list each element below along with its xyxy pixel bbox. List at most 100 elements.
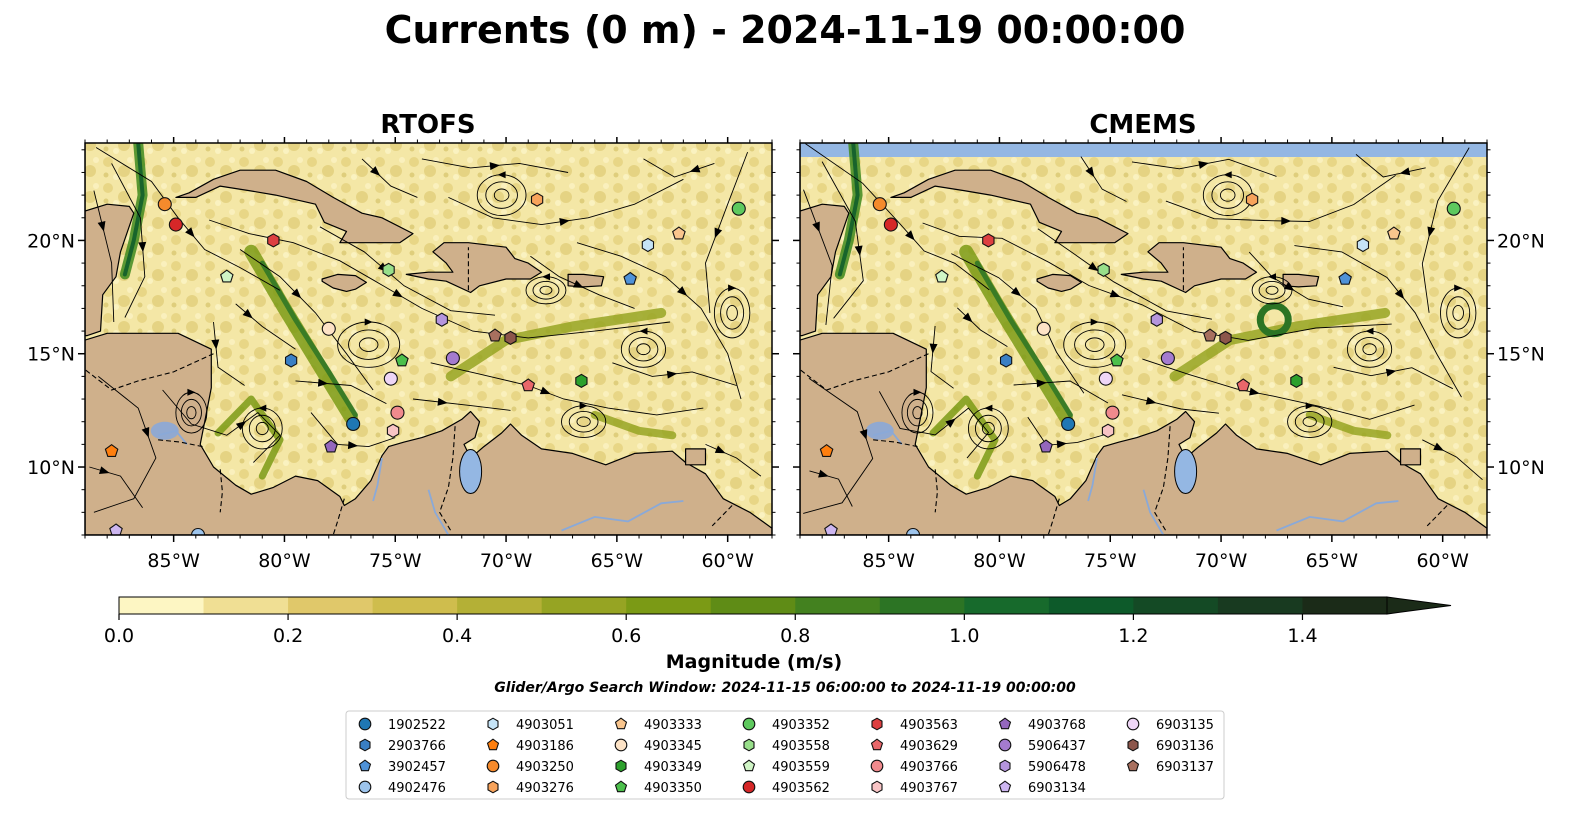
platform-marker-4902476 [190,527,206,535]
streamline [412,398,511,411]
legend-marker-4903768 [998,717,1012,730]
lake-nicaragua [150,421,179,440]
streamline-arrow [291,288,302,299]
land-trinidad [1400,448,1422,466]
x-tick-label: 65°W [1306,550,1359,572]
colorbar-cell [288,597,374,614]
legend-label: 5906478 [1028,760,1086,775]
land-central [85,332,772,535]
colorbar-tick-label: 0.2 [273,625,303,647]
river-line [1276,500,1399,532]
eddy-streamline [1258,280,1286,300]
eddy-streamline [1265,285,1279,295]
streamline [1037,228,1212,320]
platform-marker-4903250 [872,197,887,212]
land-cuba [175,169,414,244]
map-panel-cmems: CMEMS 85°W 80°W 75°W 70°W 65°W 60°W 10°N 15°N 20… [793,110,1545,572]
legend-label: 4903350 [644,781,702,796]
legend-label: 4903186 [516,739,574,754]
streamline [803,189,833,325]
legend-marker-4903350 [614,780,628,793]
river-line [157,429,188,445]
x-tick-label: 80°W [258,550,311,572]
streamline-arrow [1454,284,1463,292]
no-data-strip [800,143,1487,157]
platform-marker-5906437 [445,351,460,366]
platform-marker-6903134 [824,523,838,535]
streamline-arrow [1427,226,1436,238]
legend-marker-4903767 [871,780,883,794]
legend-label: 4903562 [772,781,830,796]
platform-marker-4903345 [321,321,336,336]
land-central [800,332,1487,535]
search-window-text: Glider/Argo Search Window: 2024-11-15 06… [494,680,1076,696]
colorbar-tick-label: 0.8 [780,625,810,647]
eddy-core [1256,302,1292,338]
platform-marker-4903766 [1105,405,1120,420]
streamline-arrow [559,217,570,226]
eddy-streamline [1446,296,1471,330]
platform-marker-4903350 [395,353,409,367]
platform-marker-6903134 [109,523,123,535]
legend-marker-4903333 [614,717,628,730]
legend-label: 4903629 [900,739,958,754]
eddy-streamline [576,416,591,427]
streamline-arrow [539,386,551,395]
streamline [430,362,704,416]
legend-marker-4903276 [487,780,499,794]
legend-label: 4903352 [772,718,830,733]
legend-marker-6903136 [1127,738,1139,752]
platform-marker-4903350 [1110,353,1124,367]
colorbar-cell [372,597,458,614]
platform-marker-4903562 [883,217,898,232]
streamline-arrow [1365,327,1374,335]
platform-marker-3902457 [623,271,637,285]
platform-marker-4903558 [382,262,395,278]
streamline [1355,154,1426,178]
colorbar-cell [964,597,1050,614]
platform-marker-4903276 [530,192,544,207]
x-tick-label: 80°W [973,550,1026,572]
panel-title-rtofs: RTOFS [380,110,475,140]
country-border [1426,505,1448,527]
current-jet [122,143,145,277]
platform-marker-1902522 [1061,416,1076,432]
platform-marker-5906437 [1160,351,1175,366]
legend-label: 4903768 [1028,718,1086,733]
streamline [930,325,954,389]
current-jet [1169,307,1391,382]
y-tick-label: 10°N [1497,457,1545,479]
x-tick-label: 60°W [701,550,754,572]
legend-marker-6903137 [1126,759,1140,772]
streamline-arrow [984,404,993,412]
streamline-arrow [1088,262,1099,272]
platform-marker-6903135 [383,371,398,386]
eddy-streamline [532,280,560,300]
platform-marker-4903276 [1245,192,1259,207]
streamline [1121,394,1219,414]
land-jamaica [1036,273,1082,292]
eddy-streamline [1302,416,1317,427]
legend-marker-3902457 [358,759,372,772]
colorbar-cell [541,597,627,614]
streamline-arrow [258,404,267,412]
country-border [85,353,214,391]
streamline-arrow [1036,379,1047,388]
streamline-arrow [854,245,863,256]
eddy-streamline [974,414,1002,443]
platform-marker-2903766 [284,353,298,368]
legend-label: 6903134 [1028,781,1086,796]
platform-marker-6903135 [1098,371,1113,386]
current-jet [1305,410,1392,440]
eddy-streamline [1452,305,1464,321]
y-tick-label: 15°N [27,344,75,366]
legend-label: 4903558 [772,739,830,754]
streamline-arrow [364,318,373,326]
map-frame [799,142,1488,536]
legend-marker-4903349 [615,759,627,773]
streamline [235,303,296,350]
x-tick-label: 85°W [147,550,200,572]
legend-label: 4903051 [516,718,574,733]
legend-marker-4903250 [486,759,500,773]
eddy-streamline [628,336,659,362]
